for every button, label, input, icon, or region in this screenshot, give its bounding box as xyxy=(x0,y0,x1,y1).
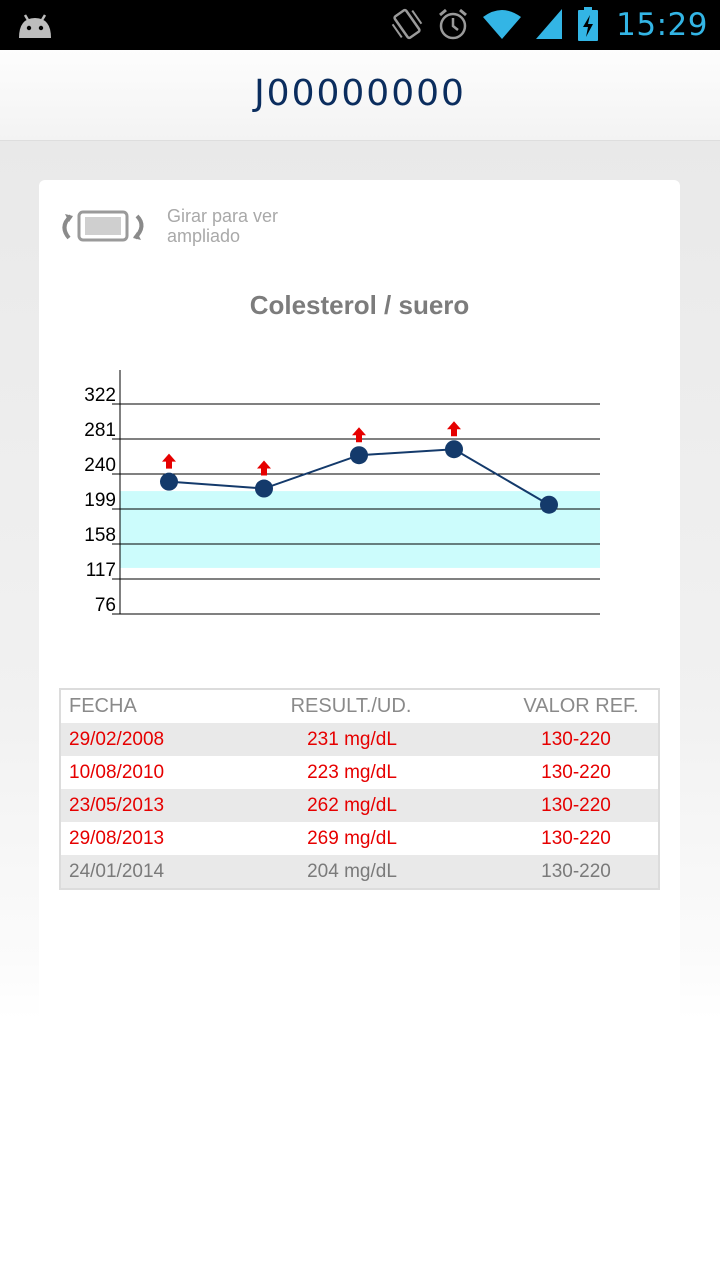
row-date: 29/08/2013 xyxy=(69,828,165,849)
row-result: 204 mg/dL xyxy=(307,861,397,882)
data-point xyxy=(160,472,178,491)
table-row: 24/01/2014 204 mg/dL 130-220 xyxy=(61,855,658,888)
table-row: 29/02/2008 231 mg/dL 130-220 xyxy=(61,723,658,756)
reference-range-band xyxy=(120,491,600,568)
row-date: 10/08/2010 xyxy=(69,762,165,783)
signal-icon xyxy=(534,7,564,46)
data-point xyxy=(540,495,558,514)
page-title: J00000000 xyxy=(254,73,466,114)
y-tick-label: 240 xyxy=(84,455,116,476)
rotate-hint: Girar para ver ampliado xyxy=(57,206,357,268)
row-date: 23/05/2013 xyxy=(69,795,165,816)
y-tick-label: 117 xyxy=(86,560,116,581)
rotate-hint-text: Girar para ver ampliado xyxy=(167,206,279,246)
wifi-icon xyxy=(482,7,522,46)
table-row: 10/08/2010 223 mg/dL 130-220 xyxy=(61,756,658,789)
high-flag-icon xyxy=(162,453,176,469)
header-reference: VALOR REF. xyxy=(523,695,639,717)
alarm-icon xyxy=(436,6,470,47)
row-result: 231 mg/dL xyxy=(307,729,397,750)
vibrate-icon xyxy=(390,6,424,47)
y-tick-label: 199 xyxy=(84,490,116,511)
row-result: 223 mg/dL xyxy=(307,762,397,783)
row-reference: 130-220 xyxy=(541,828,611,849)
row-date: 24/01/2014 xyxy=(69,861,165,882)
cholesterol-chart: 76 117 158 199 240 281 322 xyxy=(84,370,600,616)
title-bar: J00000000 xyxy=(0,50,720,141)
battery-charging-icon xyxy=(576,6,600,47)
clock: 15:29 xyxy=(616,7,708,43)
data-point xyxy=(255,479,273,498)
row-reference: 130-220 xyxy=(541,795,611,816)
results-table: FECHA RESULT./UD. VALOR REF. 29/02/2008 2… xyxy=(59,688,660,890)
high-flag-icon xyxy=(352,427,366,443)
high-flag-icon xyxy=(257,460,271,476)
result-card: Girar para ver ampliado Colesterol / sue… xyxy=(39,180,680,1030)
row-reference: 130-220 xyxy=(541,861,611,882)
row-result: 269 mg/dL xyxy=(307,828,397,849)
table-row: 23/05/2013 262 mg/dL 130-220 xyxy=(61,789,658,822)
data-point xyxy=(445,440,463,459)
chart-title: Colesterol / suero xyxy=(249,290,470,320)
header-date: FECHA xyxy=(69,695,137,717)
header-result: RESULT./UD. xyxy=(290,695,412,717)
y-tick-label: 76 xyxy=(95,595,116,616)
table-row: 29/08/2013 269 mg/dL 130-220 xyxy=(61,822,658,855)
row-date: 29/02/2008 xyxy=(69,729,165,750)
status-bar: 15:29 xyxy=(0,0,720,50)
android-icon xyxy=(16,10,54,45)
data-point xyxy=(350,446,368,465)
row-reference: 130-220 xyxy=(541,729,611,750)
y-tick-label: 322 xyxy=(84,385,116,406)
high-flag-icon xyxy=(447,421,461,437)
row-reference: 130-220 xyxy=(541,762,611,783)
y-tick-label: 158 xyxy=(84,525,116,546)
rotate-phone-icon xyxy=(57,208,149,253)
y-tick-label: 281 xyxy=(84,420,116,441)
table-header-row: FECHA RESULT./UD. VALOR REF. xyxy=(61,690,658,723)
row-result: 262 mg/dL xyxy=(307,795,397,816)
